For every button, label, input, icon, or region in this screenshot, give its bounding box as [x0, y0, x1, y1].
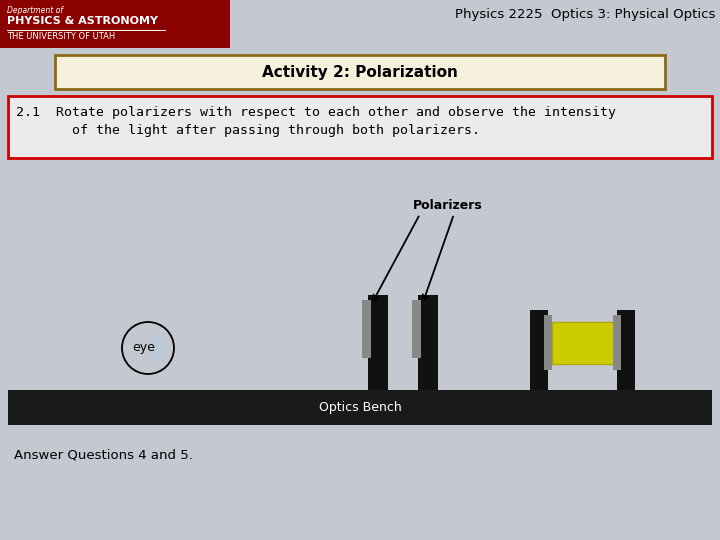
Text: Answer Questions 4 and 5.: Answer Questions 4 and 5.: [14, 448, 193, 461]
Text: eye: eye: [132, 341, 156, 354]
Bar: [530, 310, 548, 390]
Ellipse shape: [152, 337, 164, 359]
Text: 2.1  Rotate polarizers with respect to each other and observe the intensity: 2.1 Rotate polarizers with respect to ea…: [16, 106, 616, 119]
Bar: [8, 390, 712, 425]
Text: PHYSICS & ASTRONOMY: PHYSICS & ASTRONOMY: [7, 16, 158, 26]
Circle shape: [122, 322, 174, 374]
Text: Polarizers: Polarizers: [413, 199, 483, 212]
Bar: [412, 300, 421, 358]
Text: Activity 2: Polarization: Activity 2: Polarization: [262, 64, 458, 79]
Bar: [617, 310, 635, 390]
Bar: [552, 322, 617, 364]
Bar: [544, 315, 552, 370]
Text: Physics 2225  Optics 3: Physical Optics: Physics 2225 Optics 3: Physical Optics: [454, 8, 715, 21]
Bar: [418, 295, 438, 390]
Text: of the light after passing through both polarizers.: of the light after passing through both …: [16, 124, 480, 137]
Text: THE UNIVERSITY OF UTAH: THE UNIVERSITY OF UTAH: [7, 32, 115, 41]
Bar: [0, 0, 230, 48]
Text: Optics Bench: Optics Bench: [319, 401, 401, 414]
FancyBboxPatch shape: [55, 55, 665, 89]
Bar: [368, 295, 388, 390]
Bar: [613, 315, 621, 370]
Text: Department of: Department of: [7, 6, 63, 15]
Bar: [362, 300, 371, 358]
FancyBboxPatch shape: [8, 96, 712, 158]
